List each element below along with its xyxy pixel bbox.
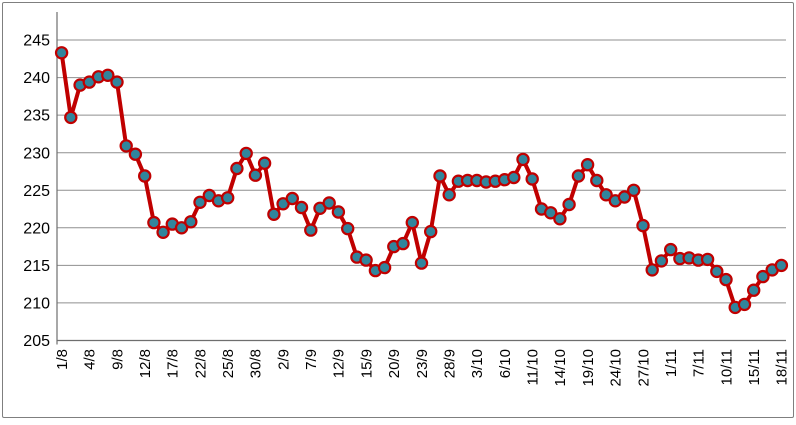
x-axis-label-2-9: 2/9 (275, 349, 292, 370)
data-point-marker (636, 218, 650, 233)
data-point-marker (405, 215, 419, 230)
x-axis-label-27-10: 27/10 (635, 349, 652, 387)
data-point-marker (267, 207, 281, 221)
data-point-marker (747, 283, 761, 297)
data-point-marker (580, 157, 595, 172)
y-axis-labels: 205 210 215 220 225 230 235 240 245 (23, 33, 50, 351)
data-point-marker (239, 146, 253, 161)
data-point-marker (645, 263, 659, 277)
x-axis-label-18-11: 18/11 (774, 349, 791, 385)
data-point-marker (553, 212, 567, 226)
data-point-marker (571, 169, 586, 183)
data-point-marker (424, 224, 438, 239)
data-point-marker (396, 236, 410, 251)
data-point-marker (156, 225, 170, 239)
data-point-marker (433, 169, 447, 183)
x-axis-label-14-10: 14/10 (552, 349, 569, 387)
x-axis-label-23-9: 23/9 (414, 349, 431, 378)
data-point-marker (710, 264, 724, 279)
data-point-marker (101, 68, 115, 83)
x-axis-label-3-10: 3/10 (469, 349, 486, 378)
data-point-marker (719, 272, 733, 287)
data-point-marker (294, 200, 309, 215)
data-point-marker (590, 173, 604, 188)
data-point-marker (525, 172, 539, 186)
x-axis-label-11-10: 11/10 (524, 349, 541, 385)
y-axis-label-225: 225 (23, 183, 50, 200)
data-point-marker (507, 170, 521, 185)
data-point-marker (285, 191, 299, 206)
data-point-marker (64, 110, 78, 125)
data-point-marker (756, 269, 770, 284)
data-point-marker (774, 258, 789, 273)
x-axis-label-9-8: 9/8 (109, 349, 126, 370)
x-axis-label-10-11: 10/11 (718, 349, 735, 385)
data-point-marker (377, 260, 392, 275)
y-axis-label-220: 220 (23, 220, 50, 237)
data-point-marker (664, 242, 678, 257)
x-axis-label-19-10: 19/10 (580, 349, 597, 387)
data-point-marker (184, 215, 198, 229)
x-axis-label-12-9: 12/9 (331, 349, 348, 378)
data-point-marker (230, 161, 244, 176)
data-point-marker (304, 223, 318, 237)
x-axis-label-25-8: 25/8 (220, 349, 237, 378)
data-point-marker (193, 195, 207, 209)
data-point-marker (654, 254, 669, 268)
data-point-marker (331, 205, 346, 219)
x-axis-label-22-8: 22/8 (192, 349, 209, 378)
data-point-marker (147, 215, 161, 230)
data-point-marker (627, 183, 641, 197)
data-point-marker (562, 197, 576, 212)
data-point-marker (442, 188, 456, 202)
x-axis-labels: 1/8 4/8 9/8 12/8 17/8 22/8 25/8 30/8 2/9 7/9 12/9 1… (54, 349, 791, 387)
y-axis-label-235: 235 (23, 108, 50, 125)
x-axis-label-20-9: 20/9 (386, 349, 403, 378)
data-point-marker (414, 256, 429, 270)
series-markers (54, 46, 789, 315)
data-point-marker (617, 190, 632, 204)
y-axis-label-230: 230 (23, 145, 50, 162)
data-point-marker (110, 75, 124, 89)
data-point-marker (248, 168, 263, 182)
x-axis-label-7-11: 7/11 (691, 349, 708, 377)
data-point-marker (128, 147, 143, 161)
data-point-marker (220, 191, 235, 205)
y-axis-label-240: 240 (23, 70, 50, 87)
axes (56, 12, 786, 345)
x-axis-label-12-8: 12/8 (137, 349, 154, 378)
data-point-marker (516, 152, 530, 167)
x-axis-label-6-10: 6/10 (497, 349, 514, 378)
gridlines (57, 39, 786, 341)
x-axis-label-7-9: 7/9 (303, 349, 320, 370)
data-point-marker (700, 252, 715, 267)
data-point-marker (137, 169, 152, 183)
data-point-marker (174, 221, 189, 235)
x-axis-label-1-8: 1/8 (54, 349, 71, 370)
x-axis-label-1-11: 1/11 (663, 349, 680, 377)
x-axis-label-24-10: 24/10 (608, 349, 625, 387)
x-axis-label-15-11: 15/11 (746, 349, 763, 385)
y-axis-label-215: 215 (23, 258, 50, 275)
y-axis-label-205: 205 (23, 333, 50, 350)
y-axis-label-245: 245 (23, 33, 50, 50)
data-point-marker (119, 139, 133, 153)
x-axis-label-30-8: 30/8 (248, 349, 265, 378)
x-axis-label-15-9: 15/9 (358, 349, 375, 378)
x-axis-label-4-8: 4/8 (82, 349, 99, 370)
data-point-marker (359, 253, 373, 267)
x-axis-label-17-8: 17/8 (165, 349, 182, 378)
data-point-marker (341, 221, 355, 236)
data-point-marker (322, 196, 336, 210)
data-point-marker (257, 156, 272, 170)
data-point-marker (737, 297, 752, 312)
data-point-marker (54, 46, 69, 60)
y-axis-label-210: 210 (23, 296, 50, 313)
data-point-marker (544, 206, 558, 220)
data-point-marker (599, 188, 613, 202)
x-axis-label-28-9: 28/9 (441, 349, 458, 378)
